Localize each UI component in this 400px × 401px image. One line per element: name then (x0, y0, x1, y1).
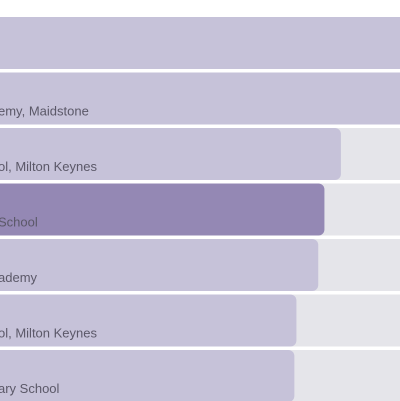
bar-category-label: emy, Maidstone (0, 104, 89, 119)
bar[interactable] (0, 294, 297, 347)
bar-category-label: l (0, 48, 1, 63)
bar-highlighted[interactable] (0, 183, 325, 236)
bar[interactable] (0, 72, 400, 125)
bar-category-label: ademy (0, 270, 38, 285)
bar-category-label: ol, Milton Keynes (0, 326, 97, 341)
bar[interactable] (0, 128, 341, 180)
bar-category-label: ol, Milton Keynes (0, 159, 97, 174)
bar-category-label: ary School (0, 381, 60, 396)
bar[interactable] (0, 17, 400, 69)
bar-category-label: School (0, 215, 38, 230)
bar[interactable] (0, 239, 319, 291)
bar[interactable] (0, 350, 295, 401)
